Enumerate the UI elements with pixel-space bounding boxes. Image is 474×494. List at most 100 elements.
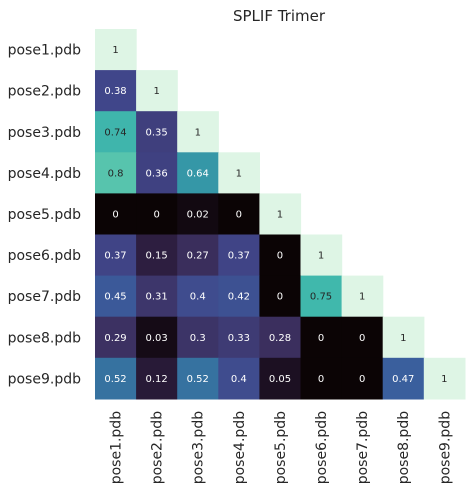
cell-value-label: 0.36 [146,168,168,179]
col-tick-label: pose5.pdb [273,411,289,484]
cell-value-label: 0.4 [190,292,206,303]
cell-value-label: 0.8 [108,168,124,179]
cell-value-label: 0.31 [146,292,168,303]
cell-value-label: 1 [400,333,406,344]
heatmap-cell [300,316,343,359]
col-tick-label: pose6.pdb [314,411,330,484]
heatmap-cell [136,152,178,194]
cell-value-label: 0.47 [392,374,414,385]
heatmap-cell [300,234,343,277]
cell-value-label: 0 [318,374,324,385]
col-tick-label: pose2.pdb [150,411,166,484]
cell-value-label: 1 [195,127,201,138]
cell-value-label: 1 [359,292,365,303]
heatmap-cell [259,234,302,277]
cell-value-label: 0.15 [146,251,168,262]
heatmap-cell [95,275,137,318]
row-tick-label: pose1.pdb [8,43,81,59]
heatmap-cell [218,234,260,277]
row-tick-label: pose3.pdb [8,125,81,141]
heatmap-cell [341,357,384,400]
heatmap-cell [95,152,137,194]
heatmap-cell [95,70,137,112]
cell-value-label: 0.75 [310,292,332,303]
cell-value-label: 0 [359,374,365,385]
cell-value-label: 0.29 [104,333,126,344]
cell-value-label: 0.38 [104,86,126,97]
heatmap-cell [95,193,137,236]
row-tick-label: pose4.pdb [8,166,81,182]
heatmap-cell [177,275,219,318]
heatmap-cell [300,275,343,318]
cell-value-label: 0 [277,292,283,303]
heatmap-cell [136,111,178,153]
heatmap-cell [177,193,219,236]
heatmap-cell [341,316,384,359]
heatmap-cell [136,316,178,359]
cell-value-label: 0 [277,251,283,262]
heatmap-cells: 1 0.38 1 0.74 0.35 1 0.8 0.36 0.64 1 0 0 0.02 0 1 0.37 0… [95,29,466,400]
heatmap-cell [136,357,178,400]
heatmap-cell [136,275,178,318]
heatmap-cell [95,357,137,400]
cell-value-label: 0.74 [104,127,126,138]
row-tick-label: pose7.pdb [8,289,81,305]
chart-title: SPLIF Trimer [233,7,326,25]
heatmap-cell [341,275,384,318]
heatmap-cell [423,357,466,400]
heatmap-cell [95,111,137,153]
heatmap-cell [218,275,260,318]
col-tick-label: pose3.pdb [191,411,207,484]
cell-value-label: 0.52 [104,374,126,385]
row-tick-labels: pose1.pdb pose2.pdb pose3.pdb pose4.pdb pose… [8,43,81,388]
row-tick-label: pose5.pdb [8,207,81,223]
row-tick-label: pose6.pdb [8,248,81,264]
heatmap-cell [382,357,425,400]
cell-value-label: 0.05 [269,374,291,385]
heatmap-cell [300,357,343,400]
cell-value-label: 1 [318,251,324,262]
heatmap-cell [95,234,137,277]
col-tick-label: pose7.pdb [355,411,371,484]
heatmap-cell [177,152,219,194]
cell-value-label: 0.27 [187,251,209,262]
col-tick-labels: pose1.pdb pose2.pdb pose3.pdb pose4.pdb pose… [109,411,454,484]
heatmap-cell [218,193,260,236]
cell-value-label: 1 [236,168,242,179]
col-tick-label: pose8.pdb [396,411,412,484]
heatmap-cell [259,357,302,400]
heatmap-cell [177,316,219,359]
cell-value-label: 0 [153,209,159,220]
heatmap-cell [136,234,178,277]
cell-value-label: 0.28 [269,333,291,344]
col-tick-label: pose4.pdb [232,411,248,484]
heatmap-cell [136,70,178,112]
row-tick-label: pose8.pdb [8,330,81,346]
col-tick-label: pose9.pdb [437,411,453,484]
row-tick-label: pose9.pdb [8,371,81,387]
cell-value-label: 0.37 [228,251,250,262]
cell-value-label: 0.03 [146,333,168,344]
cell-value-label: 1 [277,209,283,220]
col-tick-label: pose1.pdb [109,411,125,484]
cell-value-label: 0.42 [228,292,250,303]
cell-value-label: 0.52 [187,374,209,385]
cell-value-label: 0.4 [231,374,247,385]
cell-value-label: 1 [153,86,159,97]
cell-value-label: 0.45 [104,292,126,303]
heatmap-cell [259,193,302,236]
heatmap-cell [177,111,219,153]
heatmap-cell [259,316,302,359]
cell-value-label: 0.33 [228,333,250,344]
heatmap-cell [95,29,137,71]
heatmap-cell [177,357,219,400]
cell-value-label: 0.12 [146,374,168,385]
row-tick-label: pose2.pdb [8,84,81,100]
heatmap-cell [218,152,260,194]
heatmap-cell [177,234,219,277]
heatmap-cell [382,316,425,359]
heatmap-cell [136,193,178,236]
cell-value-label: 0.3 [190,333,206,344]
cell-value-label: 0.02 [187,209,209,220]
